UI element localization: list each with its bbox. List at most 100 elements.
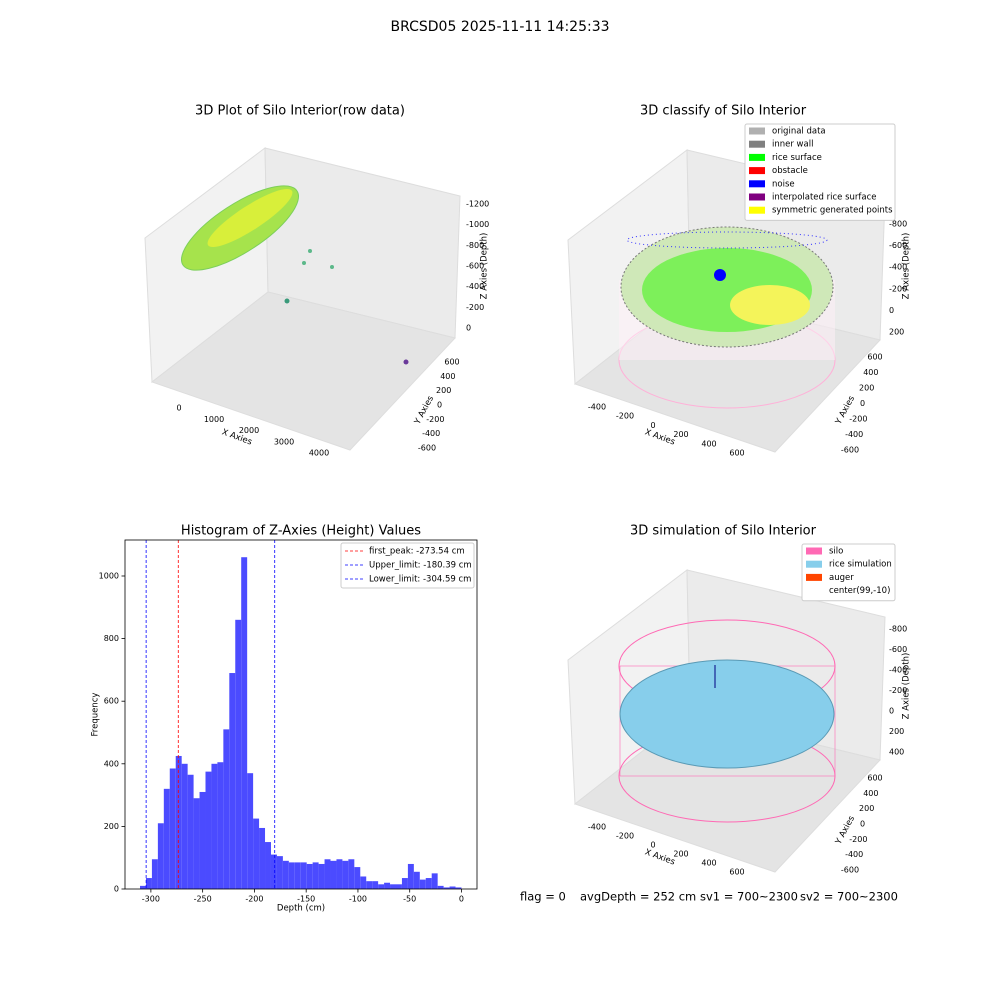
bar — [265, 842, 271, 889]
legend-label: rice simulation — [829, 560, 892, 570]
y-tick-label: 800 — [104, 634, 119, 643]
bar — [306, 863, 313, 889]
bar — [413, 871, 420, 889]
bar — [205, 771, 212, 889]
z-axis-label: Z Axies (Depth) — [902, 653, 912, 720]
x-tick-label: 0 — [459, 895, 464, 904]
bar — [175, 755, 182, 889]
y-tick-label: 400 — [863, 789, 878, 798]
chart-title: Histogram of Z-Axies (Height) Values — [181, 524, 421, 539]
x-tick-label: 0 — [650, 841, 655, 850]
bar — [253, 818, 260, 889]
x-tick-label: 600 — [729, 868, 744, 877]
bar — [437, 885, 444, 889]
legend-label: original data — [772, 127, 826, 137]
point — [330, 265, 334, 269]
bar — [425, 878, 432, 889]
y-tick-label: 400 — [440, 372, 455, 381]
z-tick-label: -400 — [466, 282, 484, 291]
status-text: avgDepth = 252 cm — [580, 890, 696, 904]
x-tick-label: -50 — [403, 895, 416, 904]
bar — [163, 788, 170, 889]
y-tick-label: 0 — [114, 885, 119, 894]
x-tick-label: -300 — [142, 895, 160, 904]
point — [403, 359, 409, 365]
legend-swatch — [806, 573, 822, 581]
bar — [300, 862, 307, 889]
y-tick-label: -600 — [841, 446, 859, 455]
bar — [318, 863, 325, 889]
bar — [390, 884, 396, 889]
decor-4 — [567, 569, 886, 873]
x-tick-label: -200 — [616, 412, 634, 421]
status: flag = 0 avgDepth = 252 cm sv1 = 700~230… — [520, 890, 898, 904]
bar — [140, 885, 146, 889]
z-tick-label: -400 — [889, 666, 907, 675]
x-tick-label: 0 — [176, 404, 181, 413]
y-axis-label: Frequency — [91, 693, 101, 737]
y-tick-label: -600 — [418, 444, 436, 453]
x-tick-label: 1000 — [204, 415, 224, 424]
bar — [354, 867, 361, 889]
legend-label: inner wall — [772, 140, 813, 150]
x-tick-label: 4000 — [309, 449, 329, 458]
y-tick-label: 200 — [436, 386, 451, 395]
y-tick-label: -200 — [849, 835, 867, 844]
bar — [187, 774, 194, 889]
x-tick-label: 200 — [673, 850, 688, 859]
y-tick-label: -600 — [841, 866, 859, 875]
x-tick-label: -400 — [588, 403, 606, 412]
bar — [199, 791, 206, 889]
y-tick-label: 400 — [863, 368, 878, 377]
z-tick-label: 0 — [889, 306, 894, 315]
x-tick-label: -400 — [588, 823, 606, 832]
z-axis-label: Z Axies (Depth) — [480, 233, 490, 300]
plot-frame — [124, 539, 478, 890]
x-axis-label: X Axies — [643, 427, 676, 447]
pane — [150, 291, 456, 451]
z-tick-label: -800 — [889, 625, 907, 634]
bar — [378, 884, 385, 889]
z-tick-label: -800 — [466, 241, 484, 250]
point-cloud — [207, 188, 293, 248]
bar — [193, 798, 200, 889]
point — [284, 298, 290, 304]
x-axis-label: Depth (cm) — [277, 904, 325, 914]
bar — [211, 763, 218, 889]
bar — [235, 619, 242, 889]
bar — [449, 886, 456, 889]
y-tick-label: 200 — [859, 804, 874, 813]
bar — [241, 557, 248, 889]
z-axis-label: Z Axies (Depth) — [902, 233, 912, 300]
point-cloud — [626, 231, 828, 249]
y-tick-label: 600 — [444, 358, 459, 367]
x-tick-label: 600 — [729, 449, 744, 458]
status-text: sv2 = 700~2300 — [800, 890, 898, 904]
bar — [217, 762, 224, 889]
z-tick-label: -800 — [889, 220, 907, 229]
y-tick-label: 0 — [860, 399, 865, 408]
bar — [145, 878, 152, 889]
y-tick-label: -400 — [422, 429, 440, 438]
x-tick-label: -250 — [194, 895, 212, 904]
y-tick-label: -200 — [426, 415, 444, 424]
x-tick-label: 400 — [701, 859, 716, 868]
bar — [384, 882, 391, 889]
legend-label: auger — [829, 573, 854, 583]
y-tick-label: -400 — [845, 850, 863, 859]
x-tick-label: 400 — [701, 439, 716, 448]
x-axis-label: X Axies — [643, 847, 676, 867]
x-tick-label: 0 — [650, 421, 655, 430]
bar — [270, 854, 277, 889]
z-tick-label: 0 — [889, 707, 894, 716]
y-tick-label: 0 — [437, 401, 442, 410]
figure-title: BRCSD05 2025-11-11 14:25:33 — [390, 19, 609, 35]
z-tick-label: 200 — [889, 727, 904, 736]
bar — [181, 763, 188, 889]
bar — [157, 823, 164, 889]
bar — [372, 881, 379, 889]
legend-swatch — [806, 547, 822, 555]
z-tick-label: -1200 — [466, 200, 489, 209]
z-tick-label: -600 — [889, 241, 907, 250]
